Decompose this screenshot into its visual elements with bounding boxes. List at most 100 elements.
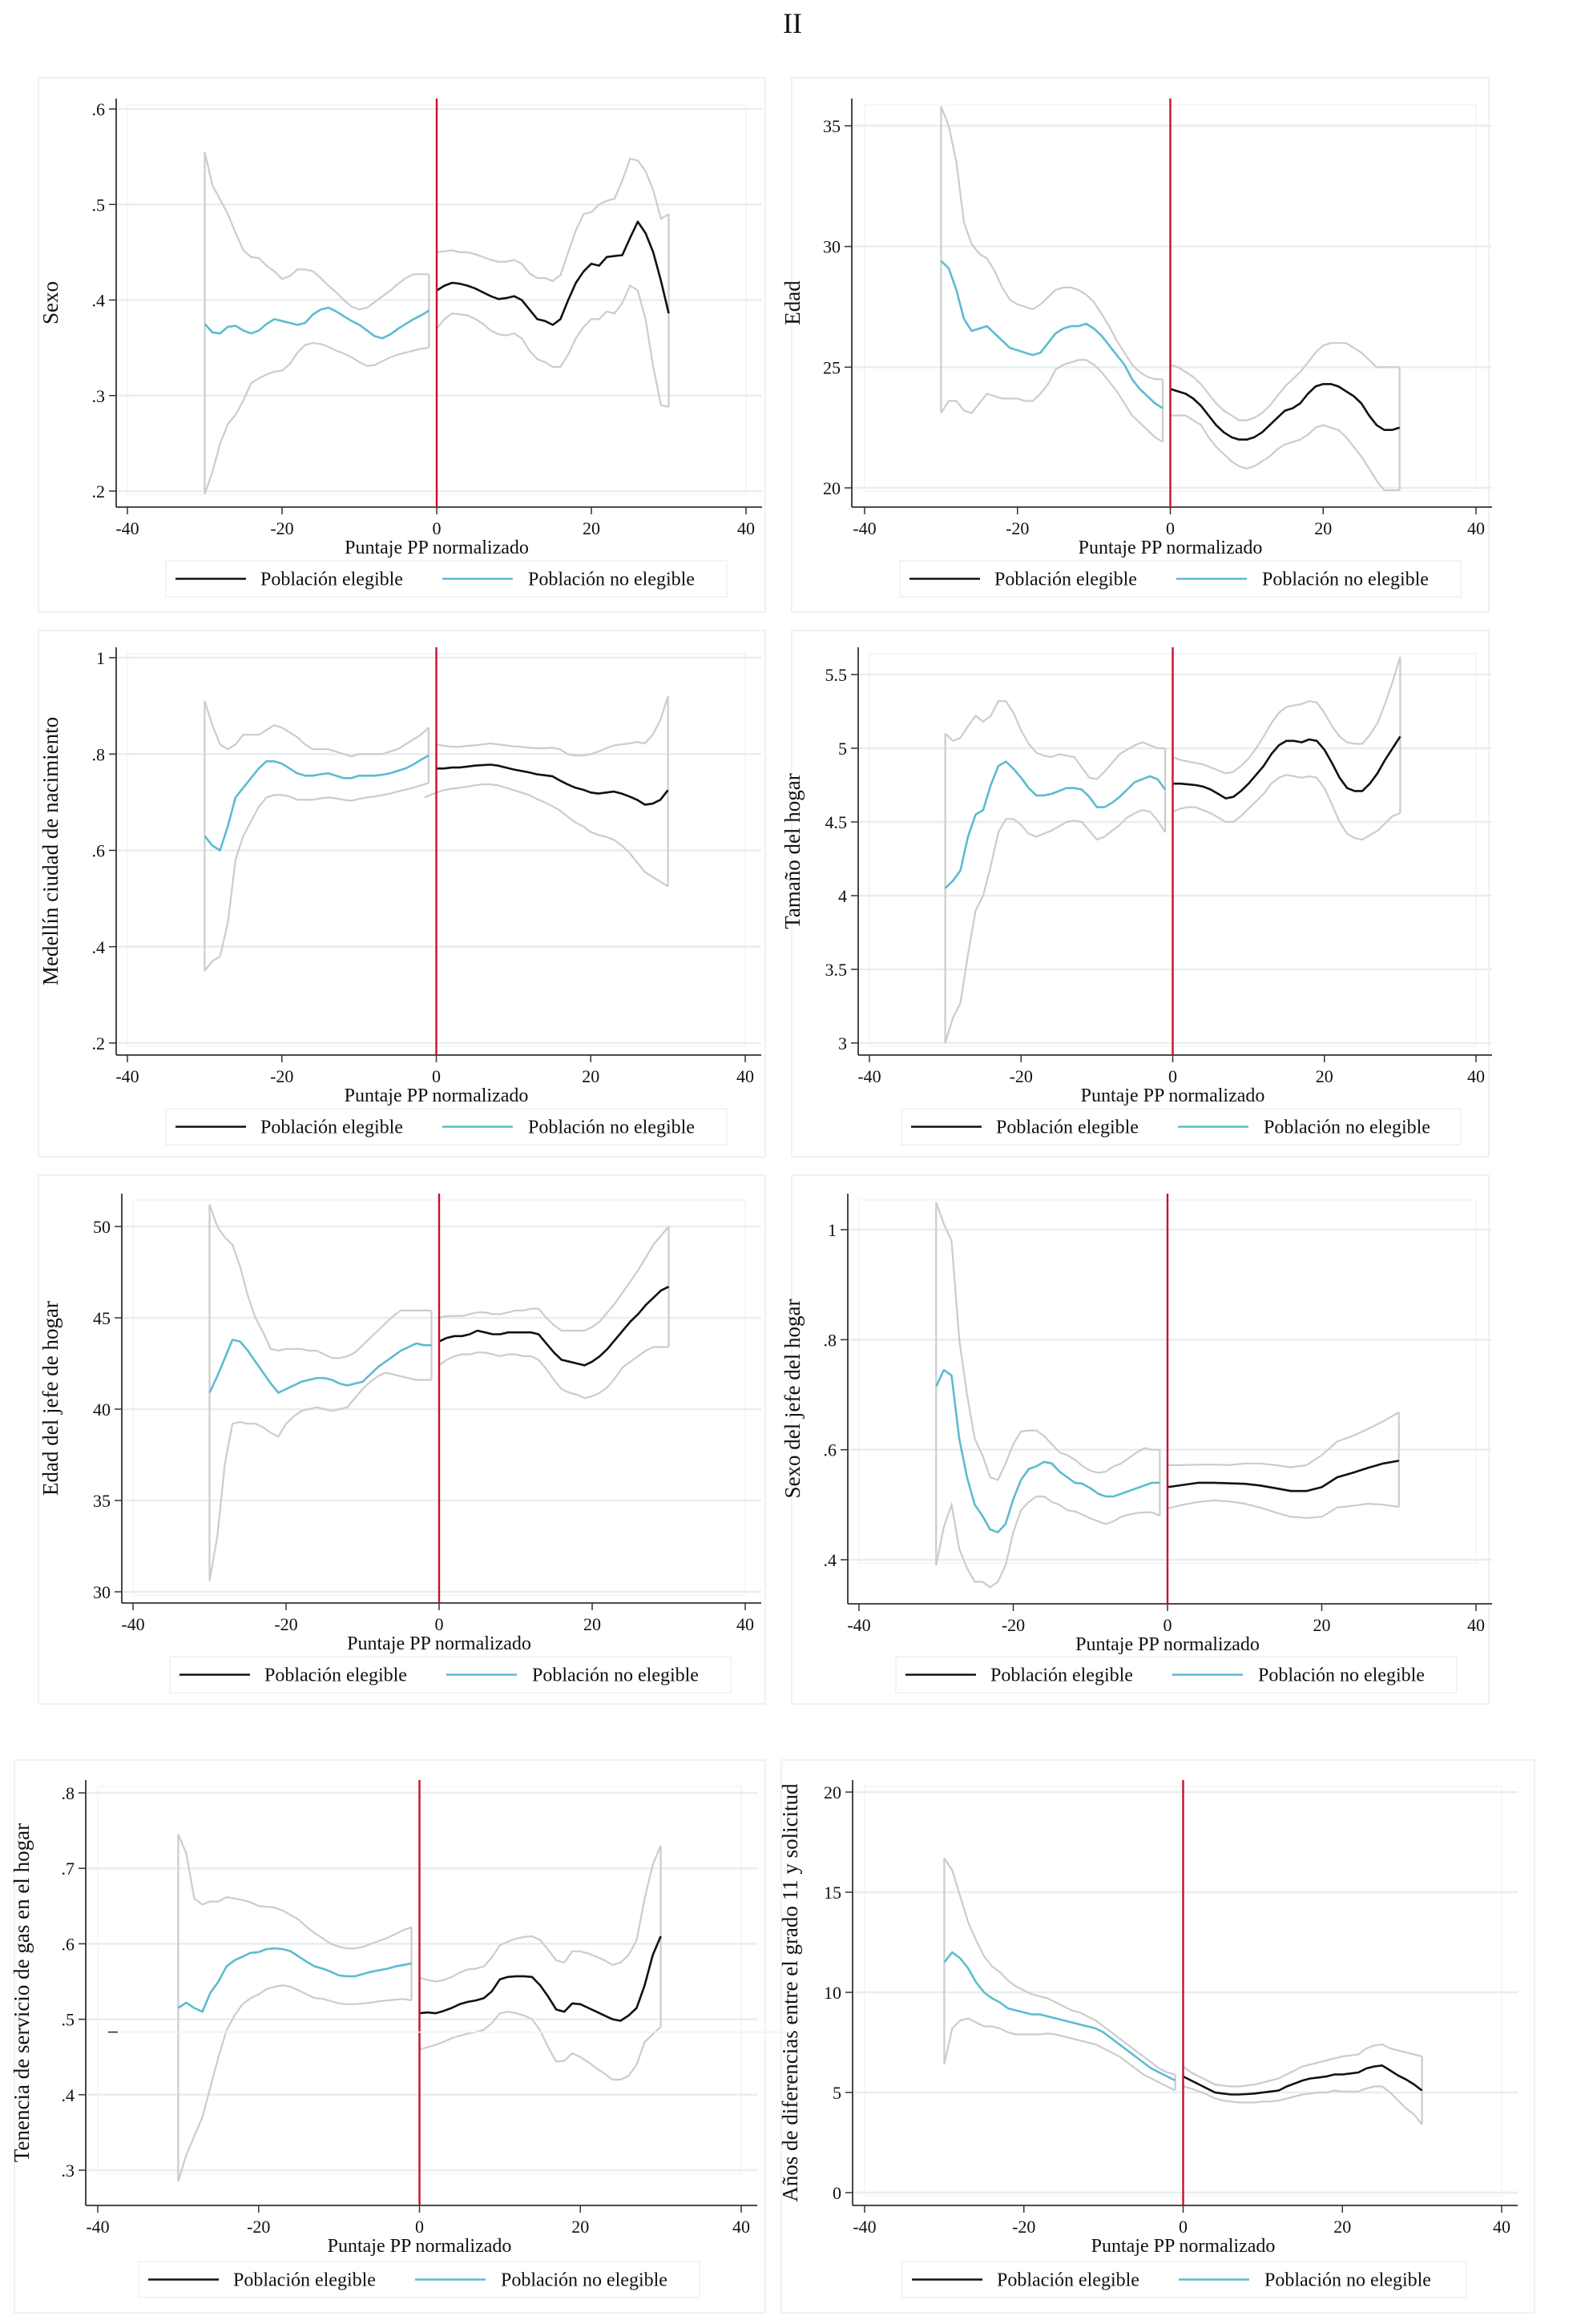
series-eligible-line [1172, 735, 1401, 800]
ci-upper-line [1182, 2043, 1422, 2088]
x-axis-label: Puntaje PP normalizado [347, 1633, 531, 1654]
ci-lower-line [944, 809, 1166, 1044]
x-tick-label: -20 [1006, 518, 1029, 538]
ci-upper-line [204, 151, 430, 311]
x-tick-label: -40 [115, 518, 139, 538]
y-axis-label: Tamaño del hogar [780, 773, 805, 929]
y-tick-label: 15 [824, 1883, 841, 1903]
y-tick-label: 20 [824, 1782, 841, 1802]
y-tick-label: .3 [62, 2161, 75, 2181]
chart-panel-6: .4 .6 .8 1 -40 -20 0 20 40 Puntaje PP normalizado… [780, 1174, 1492, 1705]
y-tick-label: 5.5 [825, 665, 848, 685]
x-tick-label: 40 [1467, 1615, 1485, 1635]
y-tick-label: 10 [824, 1983, 841, 2003]
y-tick-label: 1 [828, 1220, 837, 1240]
x-tick-label: 0 [432, 1066, 441, 1086]
series-eligible-line [1182, 2064, 1423, 2096]
y-tick-label: 4.5 [825, 812, 848, 832]
legend: Población elegible Población no elegible [901, 2261, 1467, 2298]
legend-label-eligible: Población elegible [994, 570, 1137, 590]
x-tick-label: 0 [1164, 1615, 1172, 1635]
y-axis-label: Edad del jefe de hogar [38, 1301, 63, 1496]
ci-upper-line [1168, 1412, 1400, 1468]
panel-frame [791, 1174, 1490, 1705]
legend-label-eligible: Población elegible [233, 2270, 376, 2291]
y-tick-label: .8 [824, 1330, 837, 1350]
ci-lower-line [204, 342, 430, 494]
x-tick-label: -40 [857, 1066, 881, 1086]
ci-upper-line [436, 695, 669, 757]
legend: Población elegible Población no elegible [169, 1656, 732, 1694]
y-tick-label: .6 [824, 1440, 837, 1460]
y-tick-label: .8 [62, 1783, 75, 1803]
x-tick-label: -20 [247, 2217, 270, 2237]
x-tick-label: 20 [571, 2217, 589, 2237]
panel-frame [38, 1174, 766, 1705]
y-tick-label: .4 [824, 1550, 837, 1570]
x-tick-label: 0 [1166, 518, 1175, 538]
panel-frame [780, 1759, 1535, 2314]
x-tick-label: -20 [274, 1614, 297, 1634]
y-axis-label: Medellín ciudad de nacimiento [38, 717, 63, 985]
y-tick-label: 3 [838, 1033, 847, 1053]
legend-label-eligible: Población elegible [997, 2270, 1139, 2291]
x-tick-label: 20 [1313, 1615, 1331, 1635]
y-axis-label: Sexo del jefe del hogar [780, 1299, 805, 1499]
ci-upper-line [1172, 656, 1401, 775]
legend-label-non-eligible: Población no elegible [501, 2270, 667, 2291]
y-tick-label: 30 [823, 237, 841, 257]
ci-upper-line [177, 1834, 412, 1950]
ci-lower-line [424, 783, 669, 888]
x-axis-label: Puntaje PP normalizado [1091, 2236, 1276, 2257]
series-non-eligible-line [204, 306, 430, 340]
x-axis-label: Puntaje PP normalizado [345, 1085, 529, 1106]
panel-frame [791, 630, 1490, 1158]
chart-panel-4: 3 3.5 4 4.5 5 5.5 -40 -20 0 20 40 Puntaje PP normal… [780, 630, 1492, 1158]
legend-label-non-eligible: Población no elegible [532, 1665, 699, 1686]
legend: Población elegible Población no elegible [165, 560, 728, 598]
ci-upper-line [436, 157, 670, 282]
y-tick-label: 25 [823, 357, 841, 377]
y-axis-label: Tenencia de servicio de gas en el hogar [10, 1823, 34, 2162]
legend: Población elegible Población no elegible [901, 1108, 1462, 1146]
y-tick-label: .3 [92, 386, 106, 406]
x-tick-label: -20 [1012, 2217, 1035, 2237]
ci-upper-line [438, 1226, 670, 1332]
legend-label-eligible: Población elegible [260, 570, 403, 590]
y-tick-label: 30 [93, 1582, 111, 1602]
x-tick-label: -40 [853, 2217, 876, 2237]
y-tick-label: .8 [92, 744, 106, 764]
x-tick-label: 0 [415, 2217, 424, 2237]
ci-lower-line [940, 359, 1164, 443]
x-tick-label: -40 [121, 1614, 144, 1634]
series-eligible-line [436, 220, 670, 326]
x-tick-label: 20 [1316, 1066, 1333, 1086]
legend-box [901, 1108, 1462, 1146]
chart-panel-2: 20 25 30 35 -40 -20 0 20 40 Puntaje PP normalizad… [780, 77, 1492, 613]
y-tick-label: .6 [92, 99, 106, 119]
x-tick-label: 0 [1179, 2217, 1188, 2237]
x-tick-label: 20 [582, 1066, 599, 1086]
ci-lower-line [436, 284, 669, 409]
chart-panel-8: 0 5 10 15 20 -40 -20 0 20 40 Puntaje PP normalizad… [778, 1759, 1535, 2314]
series-non-eligible-line [177, 1947, 412, 2013]
series-eligible-line [1167, 1460, 1400, 1492]
x-axis-label: Puntaje PP normalizado [345, 538, 529, 558]
x-tick-label: -40 [853, 518, 876, 538]
series-non-eligible-line [943, 1951, 1176, 2082]
ci-lower-line [438, 1346, 669, 1400]
ci-upper-line [419, 1845, 662, 1983]
y-tick-label: .6 [62, 1934, 75, 1954]
x-tick-label: -40 [847, 1615, 870, 1635]
y-tick-label: .7 [62, 1859, 75, 1879]
x-tick-label: 0 [435, 1614, 444, 1634]
series-eligible-line [438, 1286, 670, 1367]
y-tick-label: .5 [62, 2010, 75, 2030]
series-non-eligible-line [208, 1339, 432, 1394]
panel-frame [38, 77, 766, 613]
ci-lower-line [208, 1371, 432, 1581]
ci-lower-line [1167, 1499, 1399, 1519]
legend: Población elegible Población no elegible [138, 2261, 700, 2298]
legend-label-eligible: Población elegible [264, 1665, 407, 1686]
